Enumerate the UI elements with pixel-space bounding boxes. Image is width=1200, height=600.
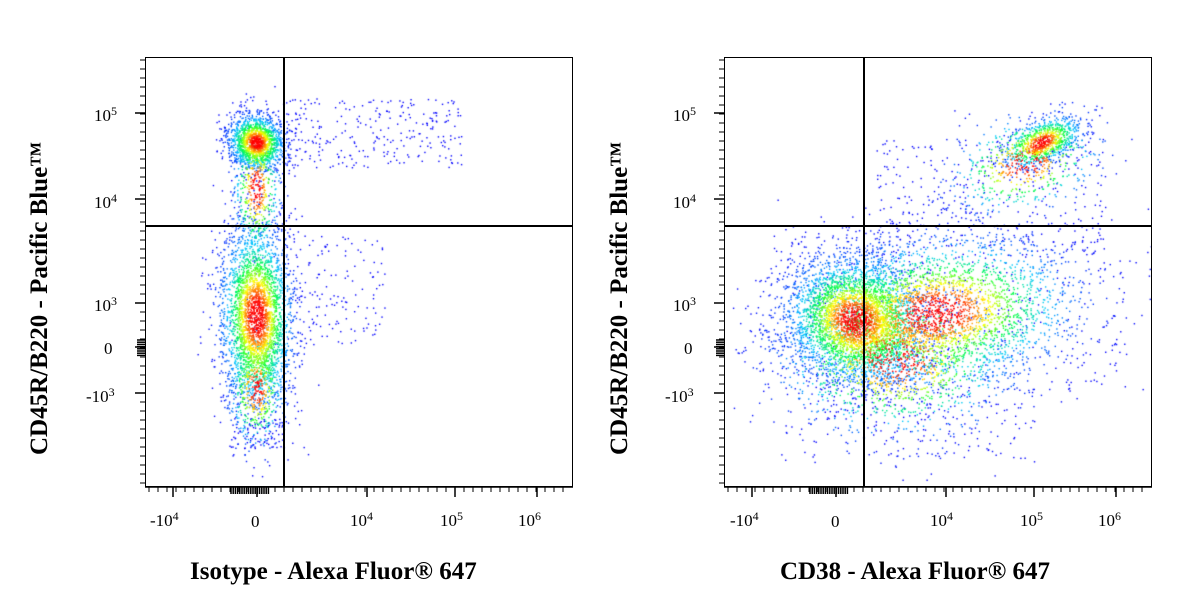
- x-tick-label: 105: [440, 509, 463, 530]
- y-axis-title: CD45R/B220 - Pacific Blue™: [606, 141, 633, 455]
- x-tick-label: -104: [150, 509, 179, 530]
- axis-ticks-isotype: [135, 59, 573, 497]
- x-tick-label: 106: [1098, 509, 1121, 530]
- y-tick-label: 103: [94, 294, 117, 315]
- x-axis-title: CD38 - Alexa Fluor® 647: [780, 558, 1051, 585]
- gate-line-horizontal: [146, 225, 572, 227]
- scatter-dots-isotype: [146, 58, 572, 486]
- y-tick-label: 104: [94, 191, 117, 212]
- y-tick-label: 0: [104, 339, 113, 358]
- y-tick-label: 105: [94, 104, 117, 125]
- gate-line-vertical: [283, 58, 285, 486]
- y-tick-label: 103: [673, 294, 696, 315]
- x-tick-label: 105: [1020, 509, 1043, 530]
- y-tick-label: 105: [673, 104, 696, 125]
- scatter-dots-cd38: [725, 58, 1151, 486]
- plot-panel-cd38: 105 104 103 0 -103 -104 0 104 105 106 CD…: [580, 0, 1180, 600]
- gate-line-vertical: [863, 58, 865, 486]
- x-tick-label: 106: [518, 509, 541, 530]
- gate-line-horizontal: [725, 225, 1151, 227]
- x-axis-title: Isotype - Alexa Fluor® 647: [190, 558, 477, 585]
- axis-ticks-cd38: [714, 59, 1152, 497]
- y-tick-label: 0: [684, 339, 693, 358]
- plot-panel-isotype: 105 104 103 0 -103 -104 0 104 105 106 Is…: [26, 57, 573, 585]
- x-tick-label: 104: [930, 509, 953, 530]
- y-tick-label: -103: [665, 385, 694, 406]
- x-tick-label: 0: [251, 512, 260, 531]
- x-tick-label: -104: [730, 509, 759, 530]
- y-tick-label: -103: [86, 385, 115, 406]
- x-tick-label: 0: [831, 512, 840, 531]
- y-tick-label: 104: [673, 191, 696, 212]
- x-tick-label: 104: [350, 509, 373, 530]
- plot-area-cd38: [724, 57, 1152, 487]
- y-axis-title: CD45R/B220 - Pacific Blue™: [26, 141, 53, 455]
- plot-area-isotype: [145, 57, 573, 487]
